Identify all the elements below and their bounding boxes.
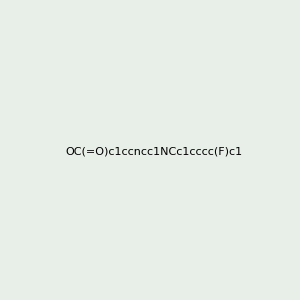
Text: OC(=O)c1ccncc1NCc1cccc(F)c1: OC(=O)c1ccncc1NCc1cccc(F)c1 — [65, 146, 242, 157]
